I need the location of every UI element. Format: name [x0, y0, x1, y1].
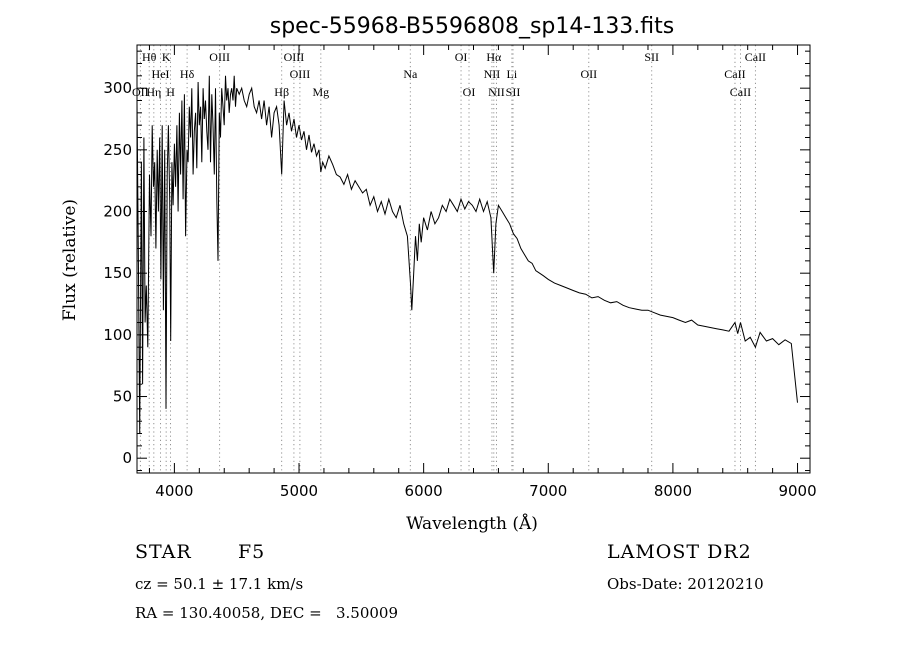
- y-axis-label: Flux (relative): [60, 199, 80, 321]
- line-marker-label: OIII: [284, 50, 305, 64]
- x-tick-label: 7000: [529, 482, 567, 500]
- spectral-line-guides: [139, 45, 756, 473]
- y-tick-label: 200: [103, 203, 132, 221]
- y-tick-label: 100: [103, 326, 132, 344]
- line-marker-label: NII: [488, 85, 505, 99]
- survey-name: LAMOST DR2: [607, 541, 752, 563]
- y-tick-label: 150: [103, 264, 132, 282]
- plot-frame: [136, 44, 811, 474]
- line-marker-label: NII: [484, 67, 501, 81]
- flux-series-line: [136, 75, 798, 434]
- line-marker-label: H: [166, 85, 175, 99]
- y-tick-label: 0: [122, 449, 132, 467]
- line-marker-label: Na: [403, 67, 418, 81]
- line-marker-label: Hβ: [274, 85, 289, 99]
- line-marker-label: CaII: [730, 85, 751, 99]
- axis-ticks: 4000 5000 6000 7000 8000 9000 0 50 100 150 200 250 3…: [103, 45, 817, 500]
- x-tick-label: 5000: [280, 482, 318, 500]
- line-marker-label: Hα: [486, 50, 502, 64]
- line-marker-label: OIII: [290, 67, 311, 81]
- line-marker-label: SII: [644, 50, 659, 64]
- line-marker-label: Hθ: [142, 50, 157, 64]
- object-class: STAR: [135, 541, 192, 563]
- line-marker-label: Mg: [312, 85, 329, 99]
- line-marker-label: HeI: [152, 67, 170, 81]
- x-axis-label: Wavelength (Å): [406, 513, 538, 534]
- line-marker-label: CaII: [724, 67, 745, 81]
- x-tick-label: 9000: [778, 482, 816, 500]
- x-tick-label: 4000: [155, 482, 193, 500]
- redshift-velocity: cz = 50.1 ± 17.1 km/s: [135, 575, 304, 593]
- y-tick-label: 300: [103, 79, 132, 97]
- chart-title: spec-55968-B5596808_sp14-133.fits: [270, 14, 675, 39]
- y-tick-label: 250: [103, 141, 132, 159]
- line-marker-label: OI: [463, 85, 476, 99]
- line-marker-label: Li: [507, 67, 518, 81]
- line-marker-label: CaII: [745, 50, 766, 64]
- line-marker-label: OII: [580, 67, 597, 81]
- y-tick-label: 50: [113, 388, 132, 406]
- line-marker-label: K: [162, 50, 171, 64]
- spectral-subclass: F5: [238, 541, 266, 563]
- line-marker-label: OIII: [209, 50, 230, 64]
- line-marker-label: Hδ: [180, 67, 195, 81]
- line-marker-label: SII: [506, 85, 521, 99]
- line-marker-label: Hη: [146, 85, 161, 99]
- line-marker-label: OI: [455, 50, 468, 64]
- x-tick-label: 6000: [405, 482, 443, 500]
- observation-date: Obs-Date: 20120210: [607, 575, 764, 593]
- sky-coordinates: RA = 130.40058, DEC = 3.50009: [135, 604, 399, 622]
- x-tick-label: 8000: [654, 482, 692, 500]
